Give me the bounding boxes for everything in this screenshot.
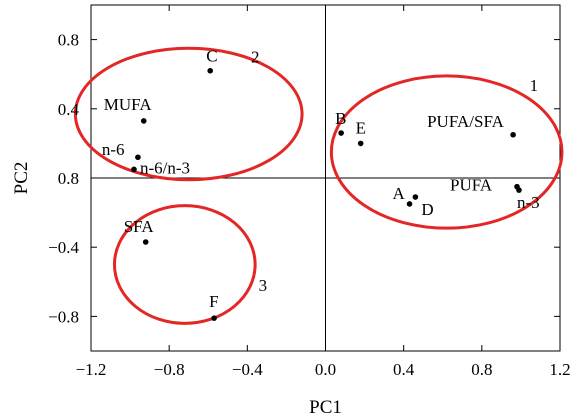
data-point-mufa bbox=[140, 118, 147, 124]
x-tick-label: 0.0 bbox=[315, 360, 336, 379]
x-tick-label: 0.4 bbox=[393, 360, 415, 379]
data-point-n-3 bbox=[516, 187, 522, 193]
data-point-n-6 bbox=[135, 154, 141, 161]
x-tick-label: 1.2 bbox=[549, 360, 570, 379]
point-label-n-6: n-6 bbox=[102, 140, 125, 159]
group-label-1: 1 bbox=[530, 76, 539, 95]
data-point-n-6-over-n-3 bbox=[131, 166, 137, 173]
data-point-e bbox=[357, 140, 364, 147]
data-point-d bbox=[412, 194, 419, 200]
x-tick-label: 0.8 bbox=[471, 360, 492, 379]
y-tick-label: 0.8 bbox=[58, 31, 79, 50]
group-ellipse-2 bbox=[73, 46, 304, 182]
point-label-n-6-over-n-3: n-6/n-3 bbox=[140, 158, 190, 177]
point-label-pufa: PUFA bbox=[450, 176, 493, 195]
y-tick-label: −0.4 bbox=[48, 238, 79, 257]
point-label-e: E bbox=[356, 118, 366, 137]
data-point-b bbox=[338, 130, 344, 136]
data-point-c bbox=[207, 67, 214, 74]
axis-text-layer: −1.2 −0.8 −0.4 0.0 0.4 0.8 1.2 0.8 0.4 0.8 −0.4 −0.… bbox=[48, 31, 570, 379]
data-points-layer: C MUFA n-6 n-6/n-3 SFA F B E PUFA/SFA AD PUFA n-3 bbox=[102, 47, 540, 321]
y-axis-label: PC2 bbox=[11, 162, 32, 195]
group-label-3: 3 bbox=[259, 276, 268, 295]
point-label-f: F bbox=[209, 292, 218, 311]
x-tick-label: −1.2 bbox=[76, 360, 107, 379]
point-label-pufa-over-sfa: PUFA/SFA bbox=[427, 112, 505, 131]
y-tick-label: 0.8 bbox=[58, 169, 79, 188]
x-axis-label: PC1 bbox=[309, 397, 342, 417]
y-tick-label: −0.8 bbox=[48, 307, 79, 326]
group-ellipses-layer: 1 2 3 bbox=[73, 46, 564, 325]
x-tick-label: −0.4 bbox=[232, 360, 263, 379]
x-tick-label: −0.8 bbox=[154, 360, 185, 379]
y-tick-label: 0.4 bbox=[58, 100, 80, 119]
data-point-a bbox=[406, 201, 413, 207]
point-label-c: C bbox=[206, 47, 217, 66]
point-label-a: A bbox=[393, 184, 406, 203]
group-ellipse-3 bbox=[112, 204, 257, 325]
point-label-b: B bbox=[335, 109, 346, 128]
group-ellipse-1 bbox=[329, 74, 564, 230]
data-point-sfa bbox=[142, 239, 149, 245]
point-label-n-3: n-3 bbox=[517, 193, 540, 212]
point-label-mufa: MUFA bbox=[104, 95, 153, 114]
data-point-pufa-over-sfa bbox=[510, 131, 516, 138]
point-label-d: D bbox=[421, 200, 433, 219]
group-label-2: 2 bbox=[251, 48, 260, 67]
point-label-sfa: SFA bbox=[124, 217, 155, 236]
data-point-f bbox=[211, 315, 217, 321]
